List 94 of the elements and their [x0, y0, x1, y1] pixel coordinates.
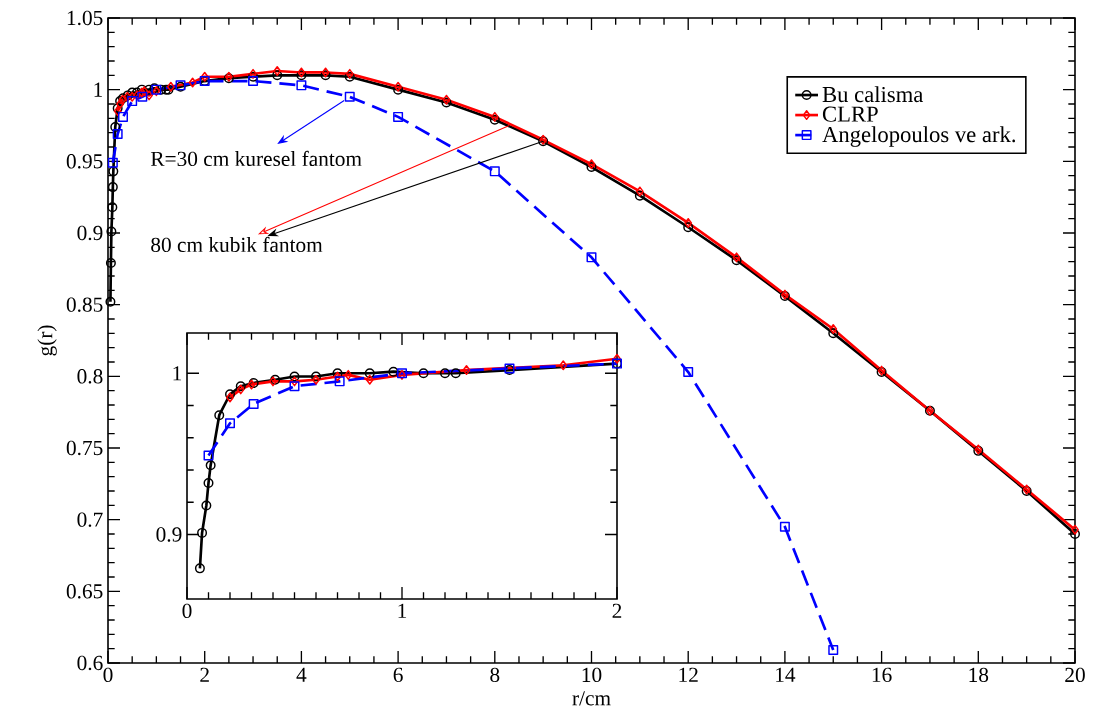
point: [112, 129, 123, 140]
annotation: 80 cm kubik fantom: [151, 236, 323, 253]
legend-label: CLRP: [822, 106, 878, 122]
point: [248, 398, 259, 409]
x-tick-label: 20: [1065, 667, 1085, 683]
y-tick-label: 0.9: [156, 527, 182, 542]
x-tick-label: 0: [182, 603, 192, 619]
y-tick-label: 0.65: [66, 584, 103, 599]
legend-label: Bu calisma: [822, 86, 924, 103]
y-tick-label: 0.95: [66, 154, 103, 169]
point: [128, 91, 137, 102]
y-axis-title: g(r): [37, 325, 57, 356]
point: [188, 77, 197, 88]
x-tick-label: 14: [776, 667, 796, 682]
x-tick-label: 4: [296, 667, 307, 682]
point: [140, 86, 149, 97]
point: [388, 366, 399, 377]
x-tick-label: 2: [612, 603, 622, 618]
point: [107, 157, 118, 168]
point: [634, 190, 645, 201]
point: [225, 418, 236, 429]
point: [393, 111, 404, 122]
point: [248, 76, 259, 87]
point: [1071, 524, 1079, 535]
x-tick-label: 0: [103, 667, 113, 683]
point: [108, 166, 119, 177]
y-tick-label: 1.05: [67, 10, 103, 26]
point: [829, 324, 838, 335]
point: [364, 368, 375, 379]
point: [828, 645, 839, 656]
x-tick-label: 16: [872, 667, 892, 683]
x-tick-label: 10: [582, 667, 602, 683]
x-tick-label: 8: [490, 667, 500, 683]
point: [289, 371, 300, 382]
point: [106, 226, 117, 237]
y-tick-label: 0.85: [66, 297, 103, 312]
y-tick-label: 0.75: [66, 440, 103, 456]
x-tick-label: 1: [398, 603, 407, 618]
point: [156, 84, 167, 95]
x-tick-label: 12: [679, 667, 698, 682]
point: [144, 84, 155, 95]
point: [296, 80, 307, 91]
point: [203, 477, 214, 488]
point: [145, 90, 154, 101]
point: [203, 450, 214, 461]
y-tick-label: 0.9: [77, 225, 103, 241]
point: [137, 91, 148, 102]
point: [683, 222, 694, 233]
point: [450, 368, 461, 379]
point: [105, 296, 116, 307]
point: [462, 365, 471, 376]
point: [110, 121, 121, 132]
point: [683, 367, 694, 378]
point: [269, 376, 277, 387]
point: [201, 500, 212, 511]
point: [127, 96, 138, 107]
x-tick-label: 6: [393, 667, 403, 683]
point: [418, 368, 429, 379]
y-tick-label: 1: [94, 82, 103, 97]
point: [200, 71, 209, 82]
point: [365, 374, 374, 385]
point: [586, 252, 597, 263]
y-tick-label: 0.6: [77, 655, 103, 671]
point: [559, 360, 568, 371]
point: [107, 202, 118, 213]
point: [344, 369, 353, 380]
point: [205, 460, 216, 471]
y-tick-label: 0.8: [77, 369, 103, 384]
point: [272, 70, 283, 81]
point: [613, 353, 621, 364]
point: [635, 186, 644, 197]
x-tick-label: 18: [969, 667, 989, 683]
point: [828, 328, 839, 339]
x-axis-title: r/cm: [572, 691, 611, 706]
point: [489, 166, 500, 177]
legend-label: Angelopoulos ve ark.: [822, 126, 1016, 147]
point: [334, 376, 345, 387]
point: [1069, 528, 1081, 539]
y-tick-label: 0.7: [77, 512, 103, 527]
point: [290, 376, 299, 387]
point: [439, 368, 451, 379]
point: [197, 527, 208, 538]
point: [684, 217, 693, 228]
point: [117, 111, 128, 122]
x-tick-label: 2: [200, 667, 209, 682]
point: [779, 521, 790, 532]
point: [289, 381, 300, 392]
point: [273, 66, 282, 77]
point: [214, 410, 225, 421]
annotation: R=30 cm kuresel fantom: [150, 150, 362, 167]
point: [105, 258, 116, 269]
point: [270, 374, 281, 385]
point: [194, 563, 205, 574]
point: [107, 182, 118, 193]
